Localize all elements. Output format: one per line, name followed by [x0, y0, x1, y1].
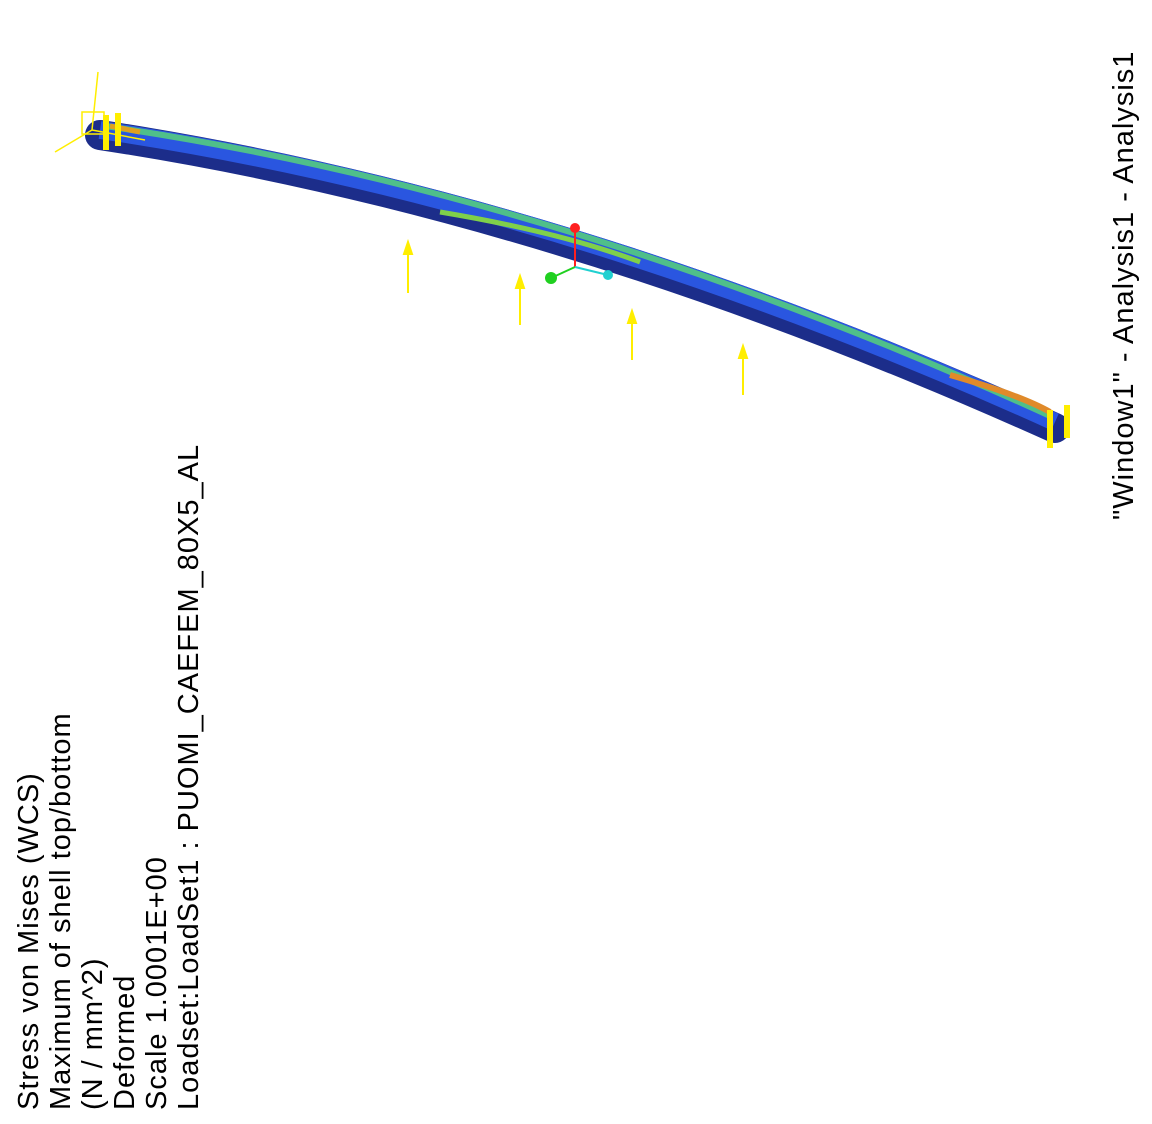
window-title: "Window1" - Analysis1 - Analysis1 [1108, 51, 1140, 520]
legend: Stress von Mises (WCS) Maximum of shell … [13, 444, 205, 1110]
legend-line: Scale 1.0001E+00 [141, 856, 173, 1110]
viewport: Stress von Mises (WCS) Maximum of shell … [0, 0, 1152, 1124]
beam [100, 126, 1055, 428]
legend-line: Loadset:LoadSet1 : PUOMI_CAEFEM_80X5_AL [173, 444, 205, 1110]
legend-line: Stress von Mises (WCS) [13, 772, 45, 1110]
legend-line: (N / mm^2) [77, 958, 109, 1110]
legend-line: Deformed [109, 975, 141, 1110]
legend-line: Maximum of shell top/bottom [45, 712, 77, 1110]
